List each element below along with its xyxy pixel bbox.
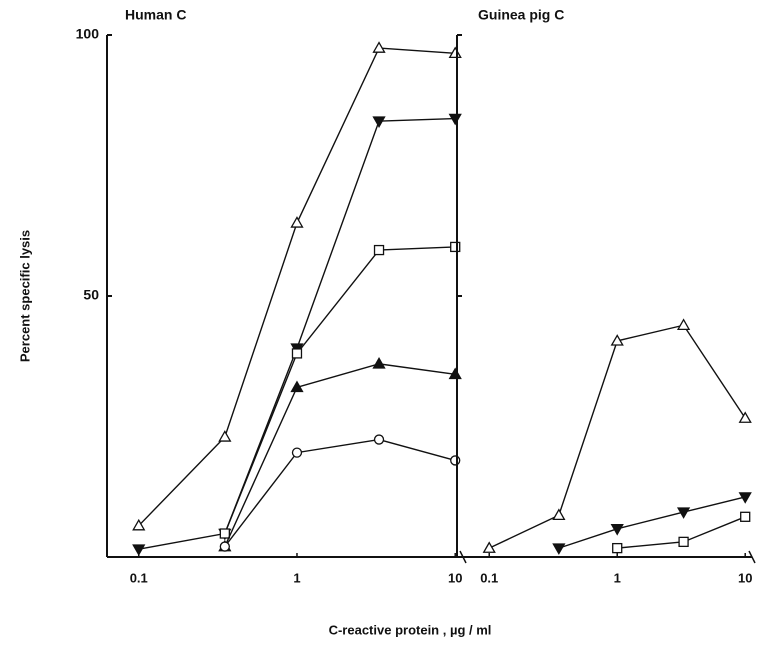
marker [291, 447, 303, 458]
series-line [224, 438, 456, 547]
x-tick-label: 10 [738, 570, 752, 585]
marker [450, 455, 461, 466]
marker [610, 334, 624, 346]
marker [290, 216, 304, 228]
marker [738, 411, 752, 423]
marker [740, 511, 751, 522]
y-axis-label: Percent specific lysis [17, 230, 32, 362]
series-line [224, 363, 456, 547]
marker [450, 241, 461, 253]
series-line [138, 117, 456, 550]
marker [291, 348, 303, 359]
marker [290, 380, 304, 393]
x-axis-label: C-reactive protein , µg / ml [329, 622, 492, 637]
marker [482, 541, 496, 553]
marker [372, 41, 386, 53]
marker [678, 536, 689, 548]
marker [612, 542, 623, 554]
marker [372, 357, 386, 369]
marker [676, 507, 691, 519]
marker [373, 244, 385, 256]
marker [676, 318, 691, 331]
marker [373, 434, 385, 445]
x-tick-label: 1 [293, 570, 300, 585]
marker [372, 116, 386, 128]
marker [219, 528, 230, 539]
marker [738, 492, 752, 504]
chart-title: Guinea pig C [478, 7, 564, 23]
series-line [558, 496, 746, 549]
x-tick-label: 10 [448, 570, 462, 585]
x-tick-label: 0.1 [130, 570, 148, 585]
series-line [488, 324, 746, 549]
chart-title: Human C [125, 7, 186, 23]
marker [552, 508, 566, 521]
marker [132, 544, 146, 556]
y-tick-label: 50 [83, 287, 99, 303]
series-line [224, 246, 456, 534]
x-tick-label: 1 [614, 570, 621, 585]
marker [132, 518, 146, 531]
marker [552, 543, 566, 555]
y-tick-label: 100 [76, 26, 100, 42]
x-tick-label: 0.1 [480, 570, 498, 585]
marker [610, 524, 624, 536]
axis-break [748, 550, 756, 564]
marker [218, 430, 232, 442]
marker [219, 541, 230, 552]
